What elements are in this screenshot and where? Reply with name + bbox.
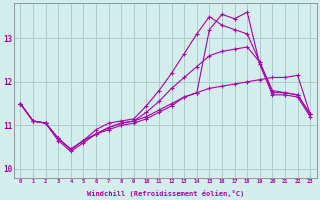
X-axis label: Windchill (Refroidissement éolien,°C): Windchill (Refroidissement éolien,°C) [87,190,244,197]
